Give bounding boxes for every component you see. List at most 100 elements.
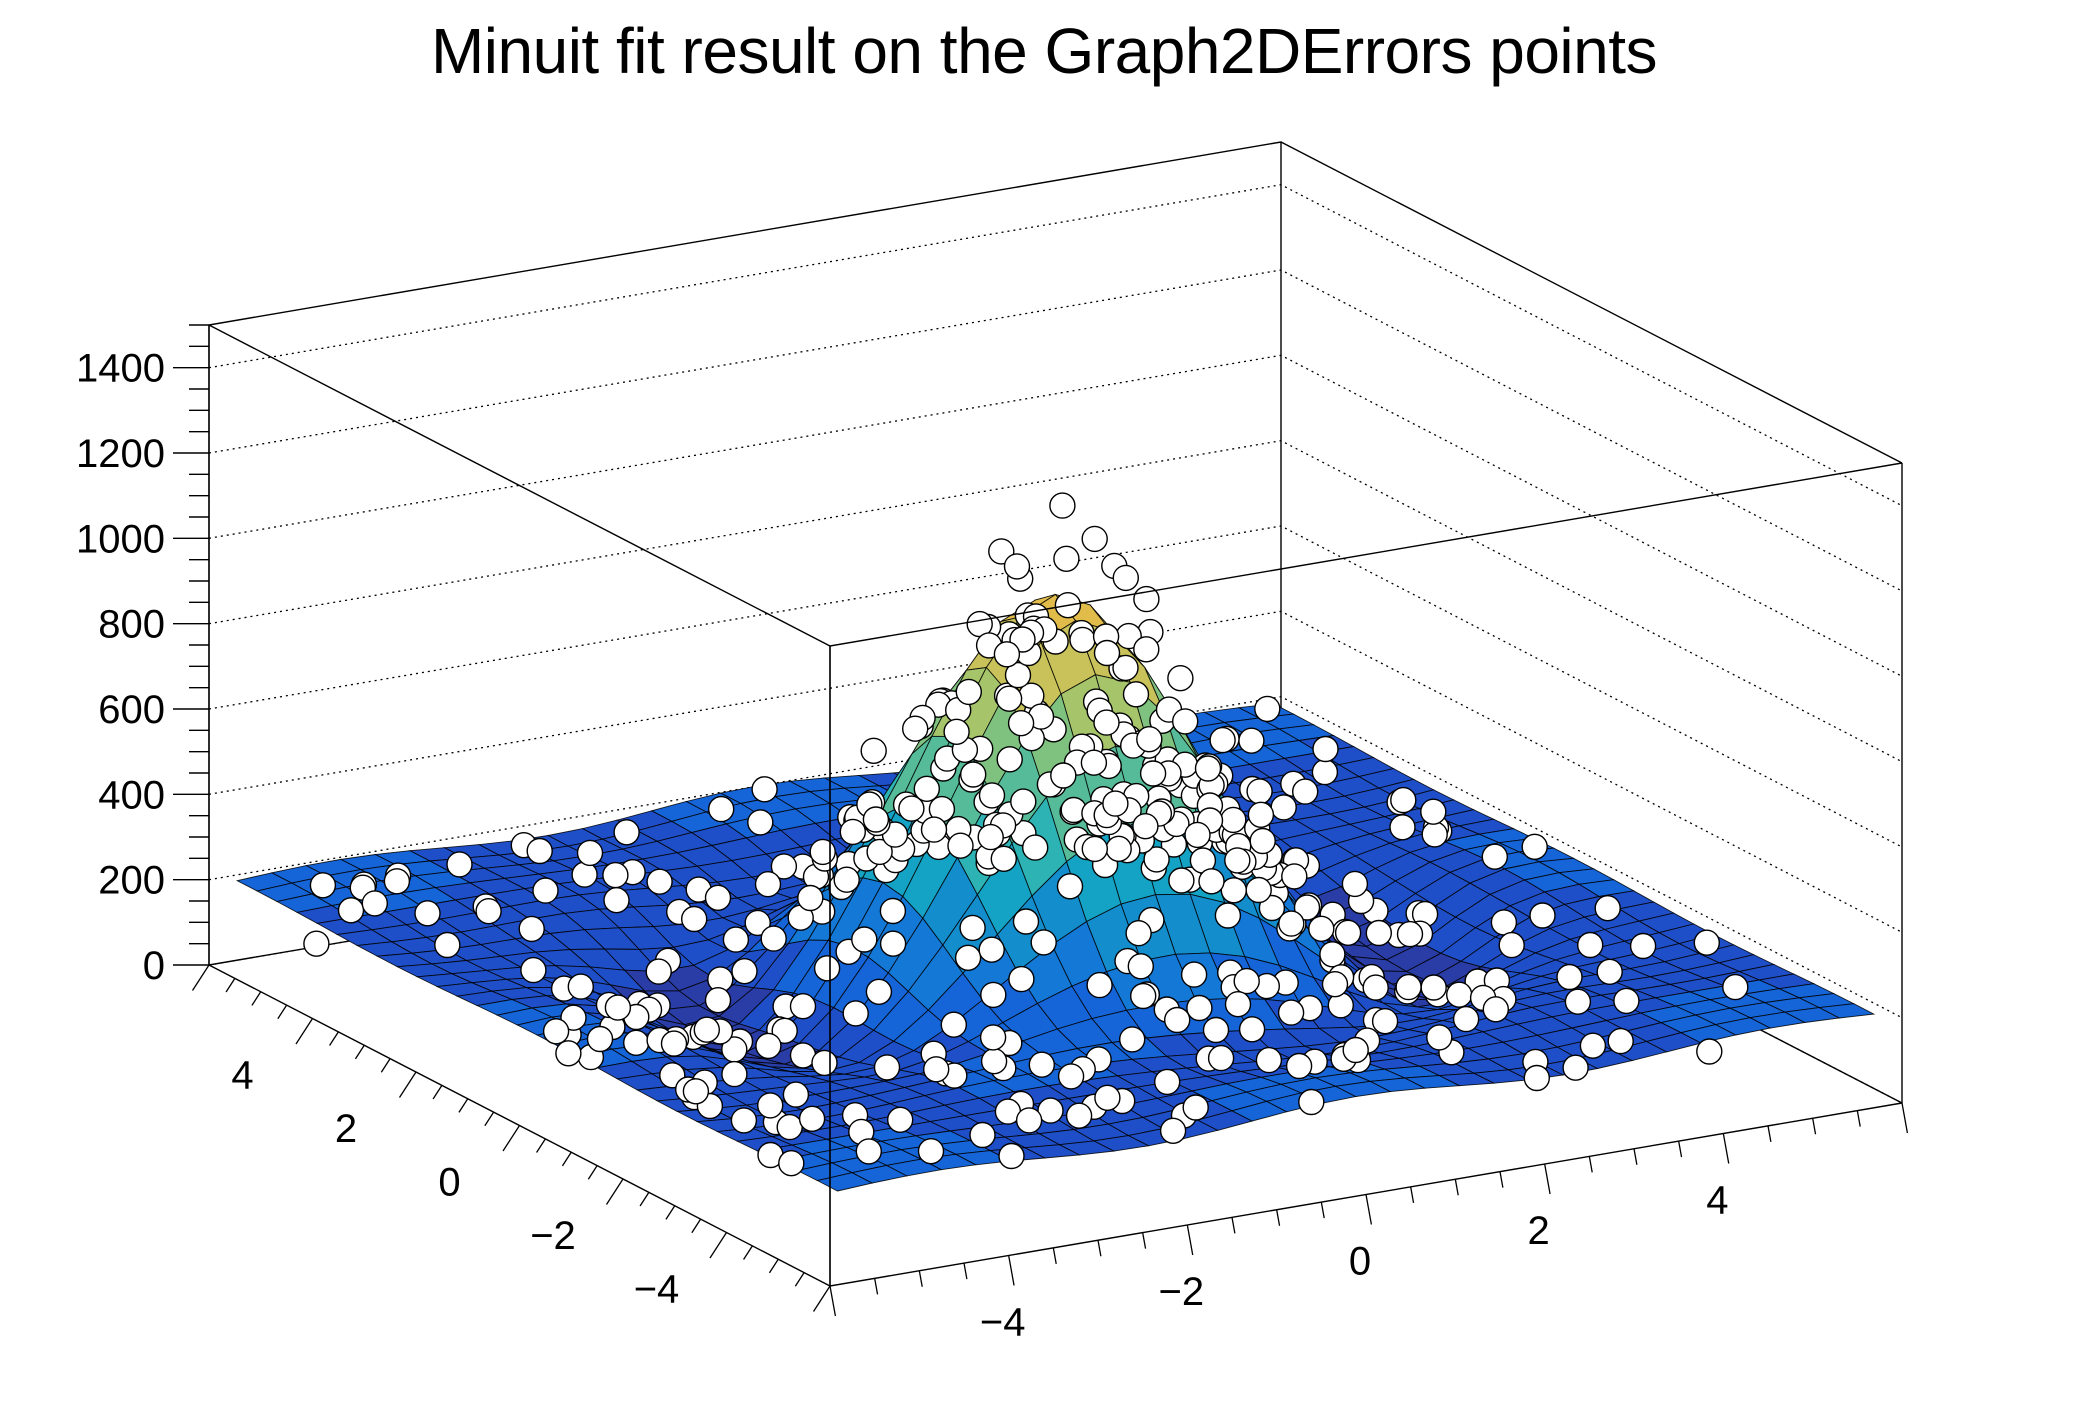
- data-point-marker: [1293, 894, 1321, 921]
- data-point-marker: [1238, 1016, 1266, 1043]
- x-minor-tick: [1276, 1209, 1281, 1226]
- data-point-marker: [1579, 1032, 1607, 1059]
- data-point-marker: [1171, 708, 1199, 735]
- data-point-marker: [979, 1024, 1007, 1051]
- z-tick-label: 1400: [76, 347, 165, 391]
- y-axis: 4 2 0 −2 −4: [191, 964, 831, 1312]
- y-minor-tick: [768, 1258, 779, 1274]
- data-point-marker: [1184, 821, 1211, 849]
- data-point-marker: [1334, 919, 1362, 946]
- data-point-marker: [1254, 695, 1281, 723]
- data-point-marker: [1057, 1063, 1085, 1090]
- data-point-marker: [1529, 902, 1556, 929]
- data-point-marker: [1118, 1026, 1146, 1053]
- y-minor-tick: [587, 1165, 598, 1180]
- z-tick-label: 1200: [76, 432, 165, 476]
- data-point-marker: [1245, 876, 1272, 904]
- y-minor-tick: [561, 1151, 572, 1167]
- data-point-marker: [337, 897, 365, 924]
- data-point-marker: [1445, 981, 1473, 1008]
- x-minor-tick: [1633, 1148, 1638, 1165]
- data-point-marker: [1607, 1027, 1634, 1055]
- chart-title: Minuit fit result on the Graph2DErrors p…: [430, 15, 1658, 87]
- data-point-marker: [969, 1121, 996, 1149]
- z-tick-label: 600: [98, 688, 165, 732]
- data-point-marker: [865, 978, 893, 1005]
- y-tick-label: 4: [231, 1054, 253, 1098]
- data-point-marker: [943, 718, 970, 745]
- data-point-marker: [851, 926, 878, 953]
- data-point-marker: [1426, 1024, 1453, 1051]
- data-point-marker: [721, 1060, 748, 1088]
- data-point-marker: [954, 944, 982, 971]
- data-point-marker: [1420, 798, 1447, 825]
- data-point-marker: [866, 838, 893, 866]
- data-point-marker: [1220, 806, 1247, 834]
- data-point-marker: [1498, 931, 1525, 959]
- x-major-tick: [1901, 1102, 1909, 1134]
- x-tick-label: −2: [1159, 1270, 1205, 1314]
- data-point-marker: [693, 1016, 720, 1043]
- data-point-marker: [1722, 973, 1749, 1001]
- data-point-marker: [646, 868, 673, 895]
- data-point-marker: [731, 958, 758, 985]
- data-point-marker: [1093, 709, 1120, 736]
- data-point-marker: [1105, 835, 1132, 862]
- data-point-marker: [995, 685, 1023, 712]
- data-point-marker: [1186, 994, 1213, 1022]
- x-tick-label: 0: [1349, 1240, 1371, 1284]
- data-point-marker: [1168, 867, 1195, 894]
- data-point-marker: [1390, 786, 1417, 814]
- data-point-marker: [770, 853, 798, 880]
- data-point-marker: [604, 994, 632, 1021]
- data-point-marker: [879, 897, 907, 925]
- x-minor-tick: [1097, 1240, 1102, 1257]
- data-point-marker: [576, 839, 604, 867]
- x-minor-tick: [1231, 1217, 1236, 1234]
- data-point-marker: [1125, 920, 1152, 947]
- data-point-marker: [1202, 1016, 1230, 1044]
- data-point-marker: [1341, 870, 1369, 898]
- data-point-marker: [813, 955, 841, 982]
- data-point-marker: [1153, 1068, 1181, 1096]
- data-point-marker: [1012, 908, 1040, 935]
- x-minor-tick: [1588, 1156, 1593, 1173]
- data-point-marker: [1021, 834, 1049, 861]
- y-minor-tick: [484, 1111, 495, 1127]
- data-point-marker: [873, 1054, 901, 1081]
- data-point-marker: [1562, 1054, 1589, 1081]
- data-point-marker: [383, 868, 411, 895]
- data-point-marker: [1112, 564, 1140, 592]
- data-point-marker: [1564, 988, 1592, 1015]
- data-point-marker: [446, 851, 473, 878]
- data-point-marker: [789, 993, 817, 1020]
- data-point-marker: [809, 838, 836, 866]
- data-point-marker: [1270, 794, 1297, 821]
- data-point-marker: [1523, 1064, 1551, 1092]
- x-major-tick: [829, 1285, 837, 1317]
- data-point-marker: [980, 1047, 1008, 1075]
- data-point-marker: [902, 715, 929, 742]
- y-major-tick: [502, 1125, 521, 1152]
- data-point-marker: [980, 981, 1007, 1009]
- data-point-marker: [978, 782, 1006, 809]
- data-point-marker: [747, 809, 774, 836]
- data-point-marker: [855, 1138, 882, 1165]
- x-minor-tick: [1410, 1186, 1415, 1203]
- y-major-tick: [295, 1018, 314, 1045]
- x-major-tick: [1365, 1194, 1373, 1225]
- data-point-marker: [567, 973, 594, 1000]
- z-tick-label: 0: [143, 944, 165, 988]
- data-point-marker: [1004, 661, 1032, 689]
- data-point-marker: [1556, 963, 1583, 991]
- data-point-marker: [1008, 965, 1035, 993]
- x-minor-tick: [1142, 1232, 1147, 1249]
- data-point-marker: [1167, 665, 1194, 692]
- data-point-marker: [744, 909, 771, 937]
- data-point-marker: [602, 861, 629, 889]
- data-point-marker: [1112, 654, 1139, 682]
- data-point-marker: [1220, 877, 1248, 904]
- data-point-marker: [1194, 755, 1222, 782]
- data-point-marker: [1224, 847, 1251, 874]
- data-point-marker: [842, 1000, 869, 1027]
